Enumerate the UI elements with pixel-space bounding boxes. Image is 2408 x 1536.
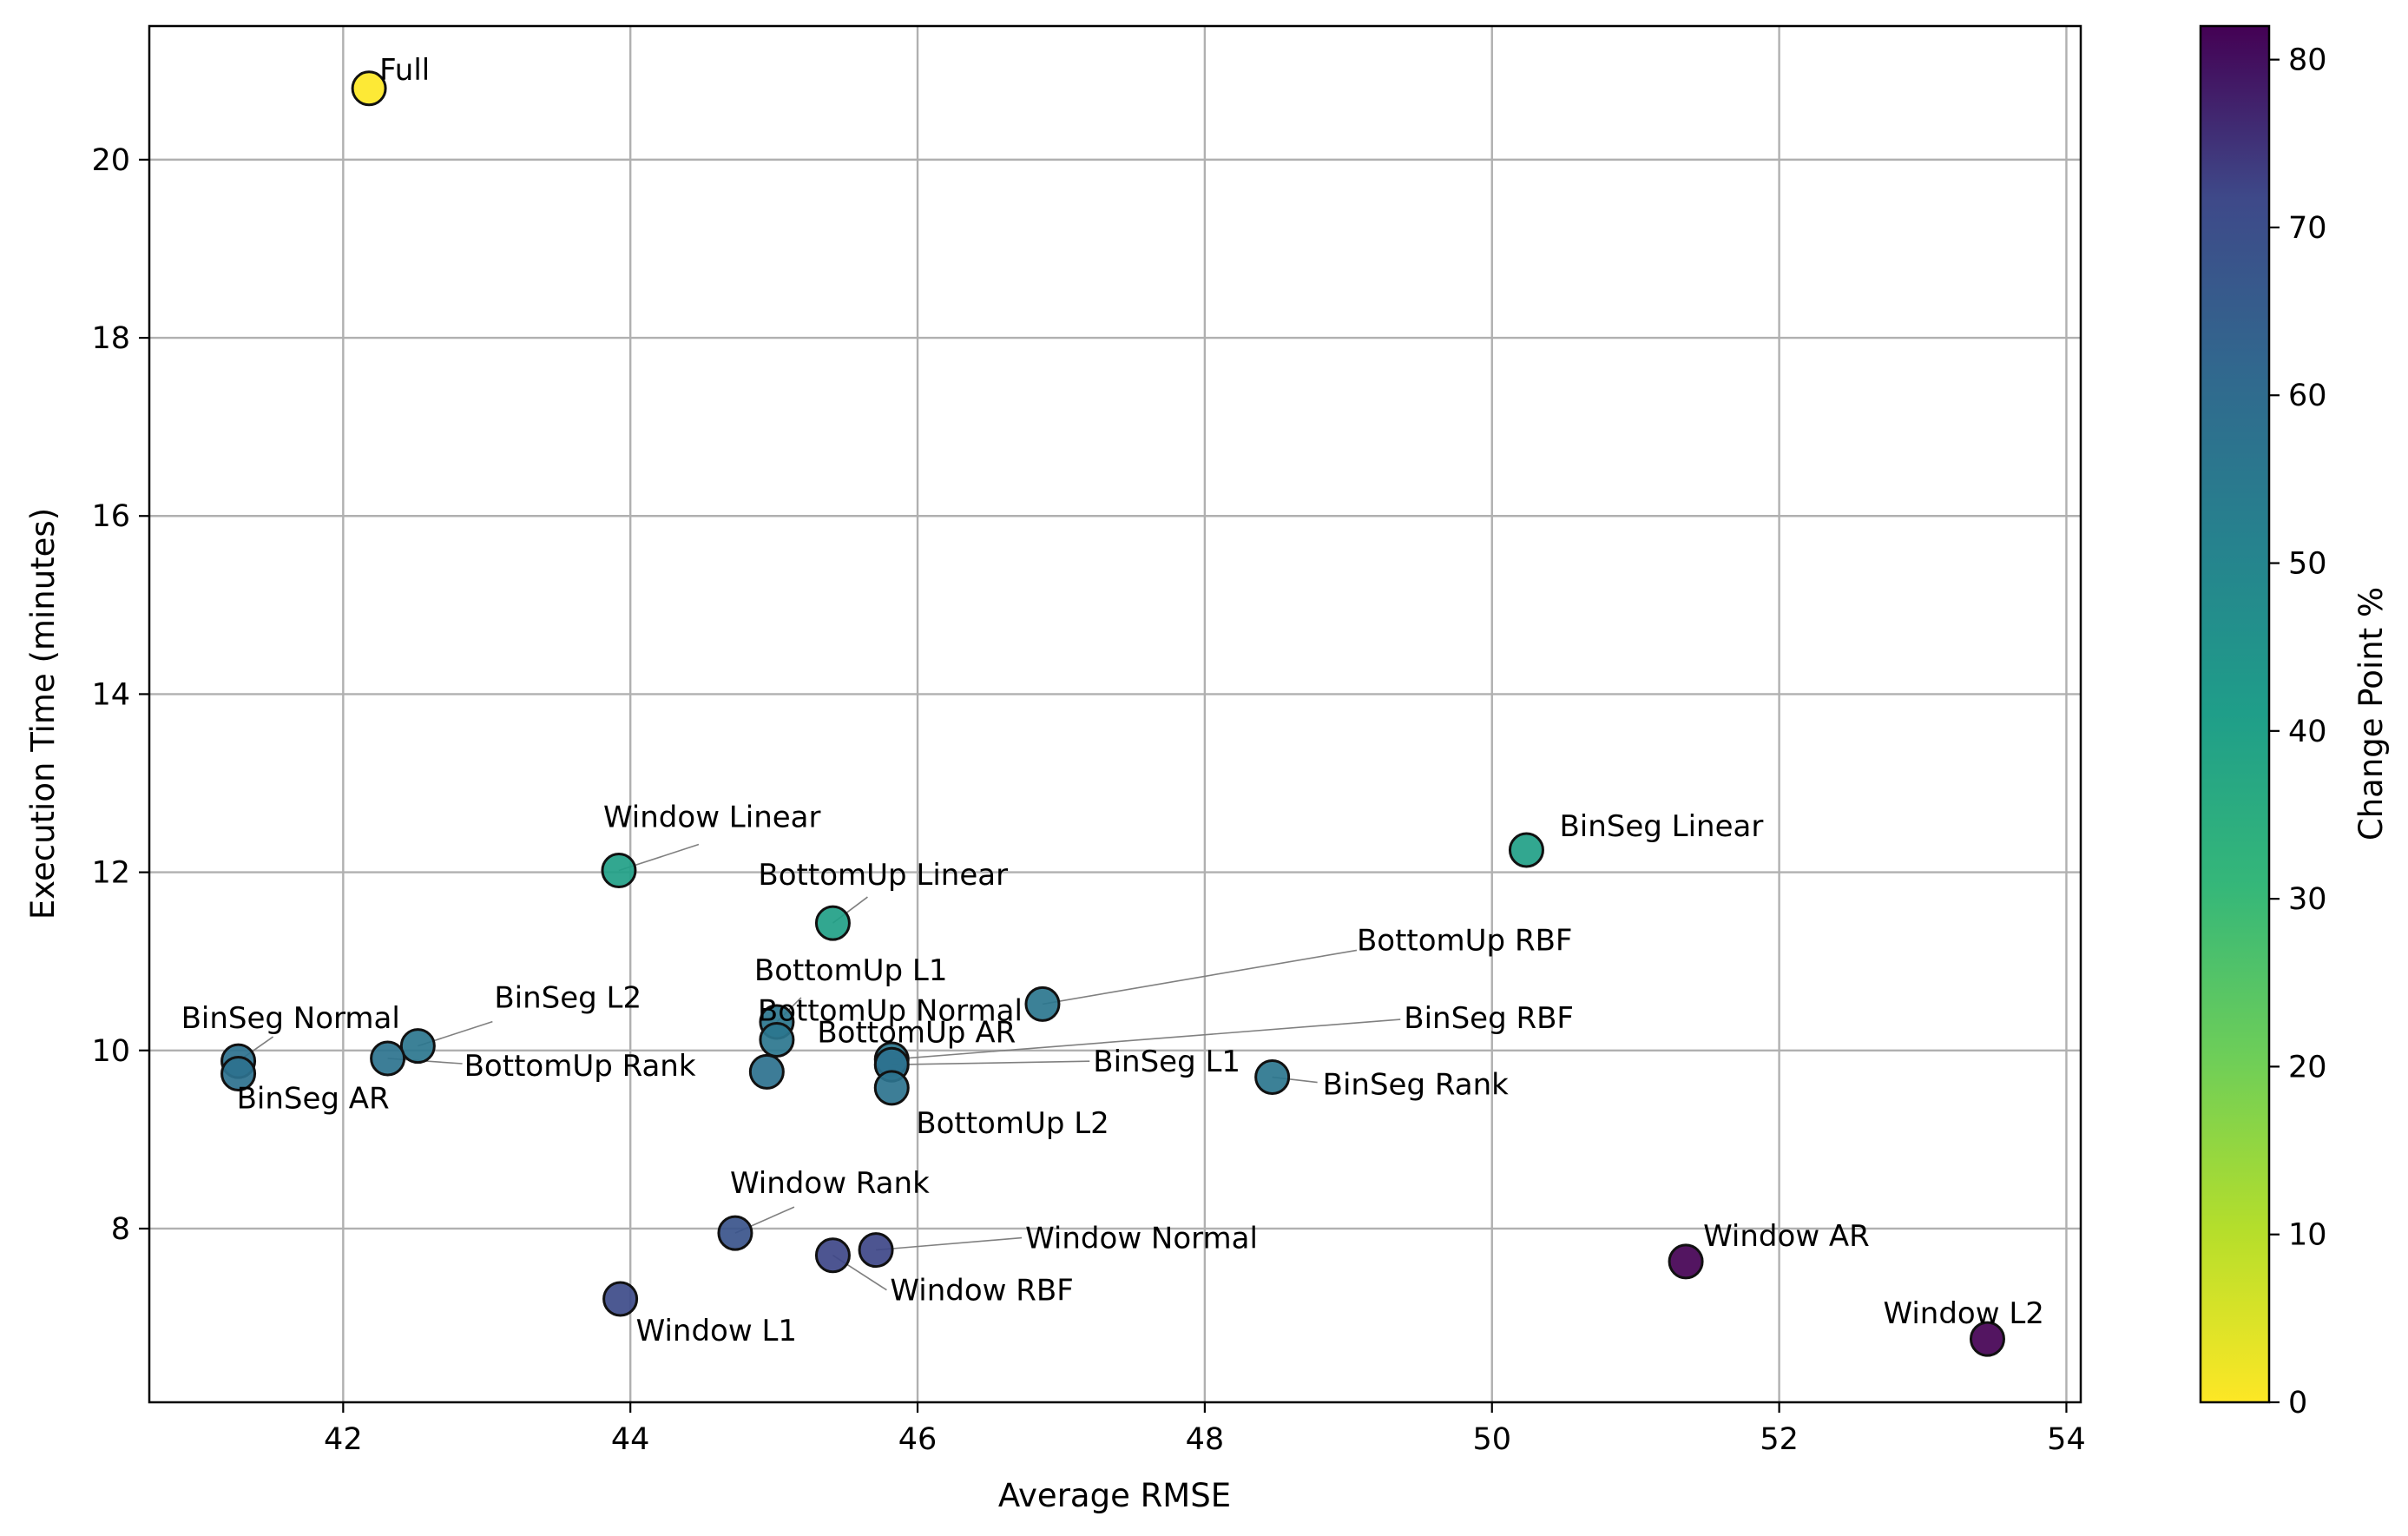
point-label-window-normal: Window Normal [1025, 1222, 1258, 1256]
point-window-rank [717, 1215, 753, 1251]
plot-frame [148, 24, 2082, 1404]
x-tick-label: 46 [898, 1422, 938, 1457]
colorbar-ticks: 0 10 20 30 40 50 60 70 80 [2269, 43, 2327, 1421]
point-label-bottomup-rank: BottomUp Rank [464, 1049, 696, 1084]
y-tick-label: 14 [91, 677, 130, 712]
label-leader-lines [238, 843, 1401, 1291]
point-label-bottomup-l1: BottomUp L1 [754, 953, 948, 988]
colorbar-tick-label: 40 [2288, 715, 2327, 749]
point-bottomup-linear [814, 905, 851, 941]
data-points [220, 70, 2005, 1357]
colorbar-tick-label: 20 [2288, 1050, 2327, 1084]
point-label-window-l1: Window L1 [636, 1314, 797, 1348]
x-tick-label: 52 [1760, 1422, 1799, 1457]
point-window-normal [858, 1232, 894, 1269]
y-tick-label: 12 [91, 856, 130, 891]
colorbar-tick-label: 80 [2288, 43, 2327, 78]
colorbar-tick-label: 50 [2288, 547, 2327, 582]
leader-line-binseg-l1 [891, 1060, 1090, 1065]
point-label-binseg-l1: BinSeg L1 [1093, 1045, 1240, 1079]
point-label-bottomup-rbf: BottomUp RBF [1357, 923, 1573, 958]
y-tick-label: 18 [91, 321, 130, 356]
point-label-binseg-linear: BinSeg Linear [1559, 809, 1763, 844]
colorbar-label: Change Point % [2352, 587, 2390, 841]
point-label-window-ar: Window AR [1703, 1219, 1870, 1254]
point-label-binseg-rank: BinSeg Rank [1323, 1068, 1509, 1103]
point-label-bottomup-ar: BottomUp AR [817, 1015, 1016, 1050]
point-full [351, 70, 387, 107]
point-binseg-rank [1254, 1059, 1291, 1096]
point-bottomup-ar [748, 1053, 785, 1090]
point-labels: Full Window Linear BottomUp Linear BinSeg L… [181, 53, 2044, 1348]
colorbar-tick-label: 70 [2288, 211, 2327, 246]
point-window-l1 [602, 1281, 639, 1317]
colorbar: 0 10 20 30 40 50 60 70 80 Change Point % [2199, 24, 2390, 1421]
colorbar-gradient [2199, 24, 2271, 1404]
point-bottomup-normal [759, 1021, 795, 1058]
colorbar-tick-label: 60 [2288, 379, 2327, 413]
point-window-l2 [1969, 1321, 2005, 1357]
point-label-window-l2: Window L2 [1883, 1296, 2043, 1331]
x-axis-label: Average RMSE [998, 1477, 1231, 1514]
point-label-bottomup-l2: BottomUp L2 [916, 1106, 1109, 1141]
point-binseg-linear [1508, 832, 1544, 868]
y-tick-label: 8 [111, 1212, 130, 1247]
leader-line-window-normal [875, 1236, 1023, 1251]
x-tick-label: 50 [1472, 1422, 1511, 1457]
x-tick-label: 54 [2047, 1422, 2086, 1457]
colorbar-tick-label: 10 [2288, 1218, 2327, 1253]
x-tick-label: 44 [611, 1422, 650, 1457]
y-tick-label: 10 [91, 1034, 130, 1069]
leader-line-binseg-rbf [891, 1019, 1401, 1060]
point-label-binseg-normal: BinSeg Normal [181, 1001, 400, 1036]
y-tick-label: 16 [91, 499, 130, 534]
point-bottomup-rbf [1024, 986, 1061, 1022]
x-tick-label: 42 [324, 1422, 363, 1457]
point-label-window-rank: Window Rank [730, 1166, 930, 1201]
leader-line-bottomup-rbf [1042, 949, 1358, 1005]
point-label-binseg-rbf: BinSeg RBF [1404, 1001, 1574, 1036]
point-label-window-rbf: Window RBF [890, 1274, 1073, 1309]
colorbar-tick-label: 30 [2288, 882, 2327, 917]
point-binseg-l2 [399, 1028, 436, 1065]
point-window-rbf [814, 1237, 851, 1274]
y-tick-label: 20 [91, 143, 130, 178]
point-label-binseg-l2: BinSeg L2 [494, 981, 641, 1016]
point-label-bottomup-normal: BottomUp Normal [758, 993, 1023, 1028]
y-axis-label: Execution Time (minutes) [24, 508, 62, 920]
grid-lines [149, 26, 2081, 1402]
point-binseg-ar [220, 1055, 257, 1091]
x-tick-label: 48 [1186, 1422, 1225, 1457]
point-bottomup-rank [370, 1040, 406, 1077]
point-bottomup-l2 [873, 1070, 910, 1106]
point-label-full: Full [379, 53, 430, 88]
point-label-binseg-ar: BinSeg AR [237, 1081, 390, 1116]
colorbar-tick-label: 0 [2288, 1386, 2307, 1421]
point-label-window-linear: Window Linear [603, 801, 821, 835]
axis-ticks: 42 44 46 48 50 52 54 8 10 12 14 16 18 20 [91, 143, 2085, 1457]
point-window-ar [1668, 1243, 1704, 1280]
point-window-linear [601, 853, 637, 889]
point-label-bottomup-linear: BottomUp Linear [758, 858, 1008, 893]
